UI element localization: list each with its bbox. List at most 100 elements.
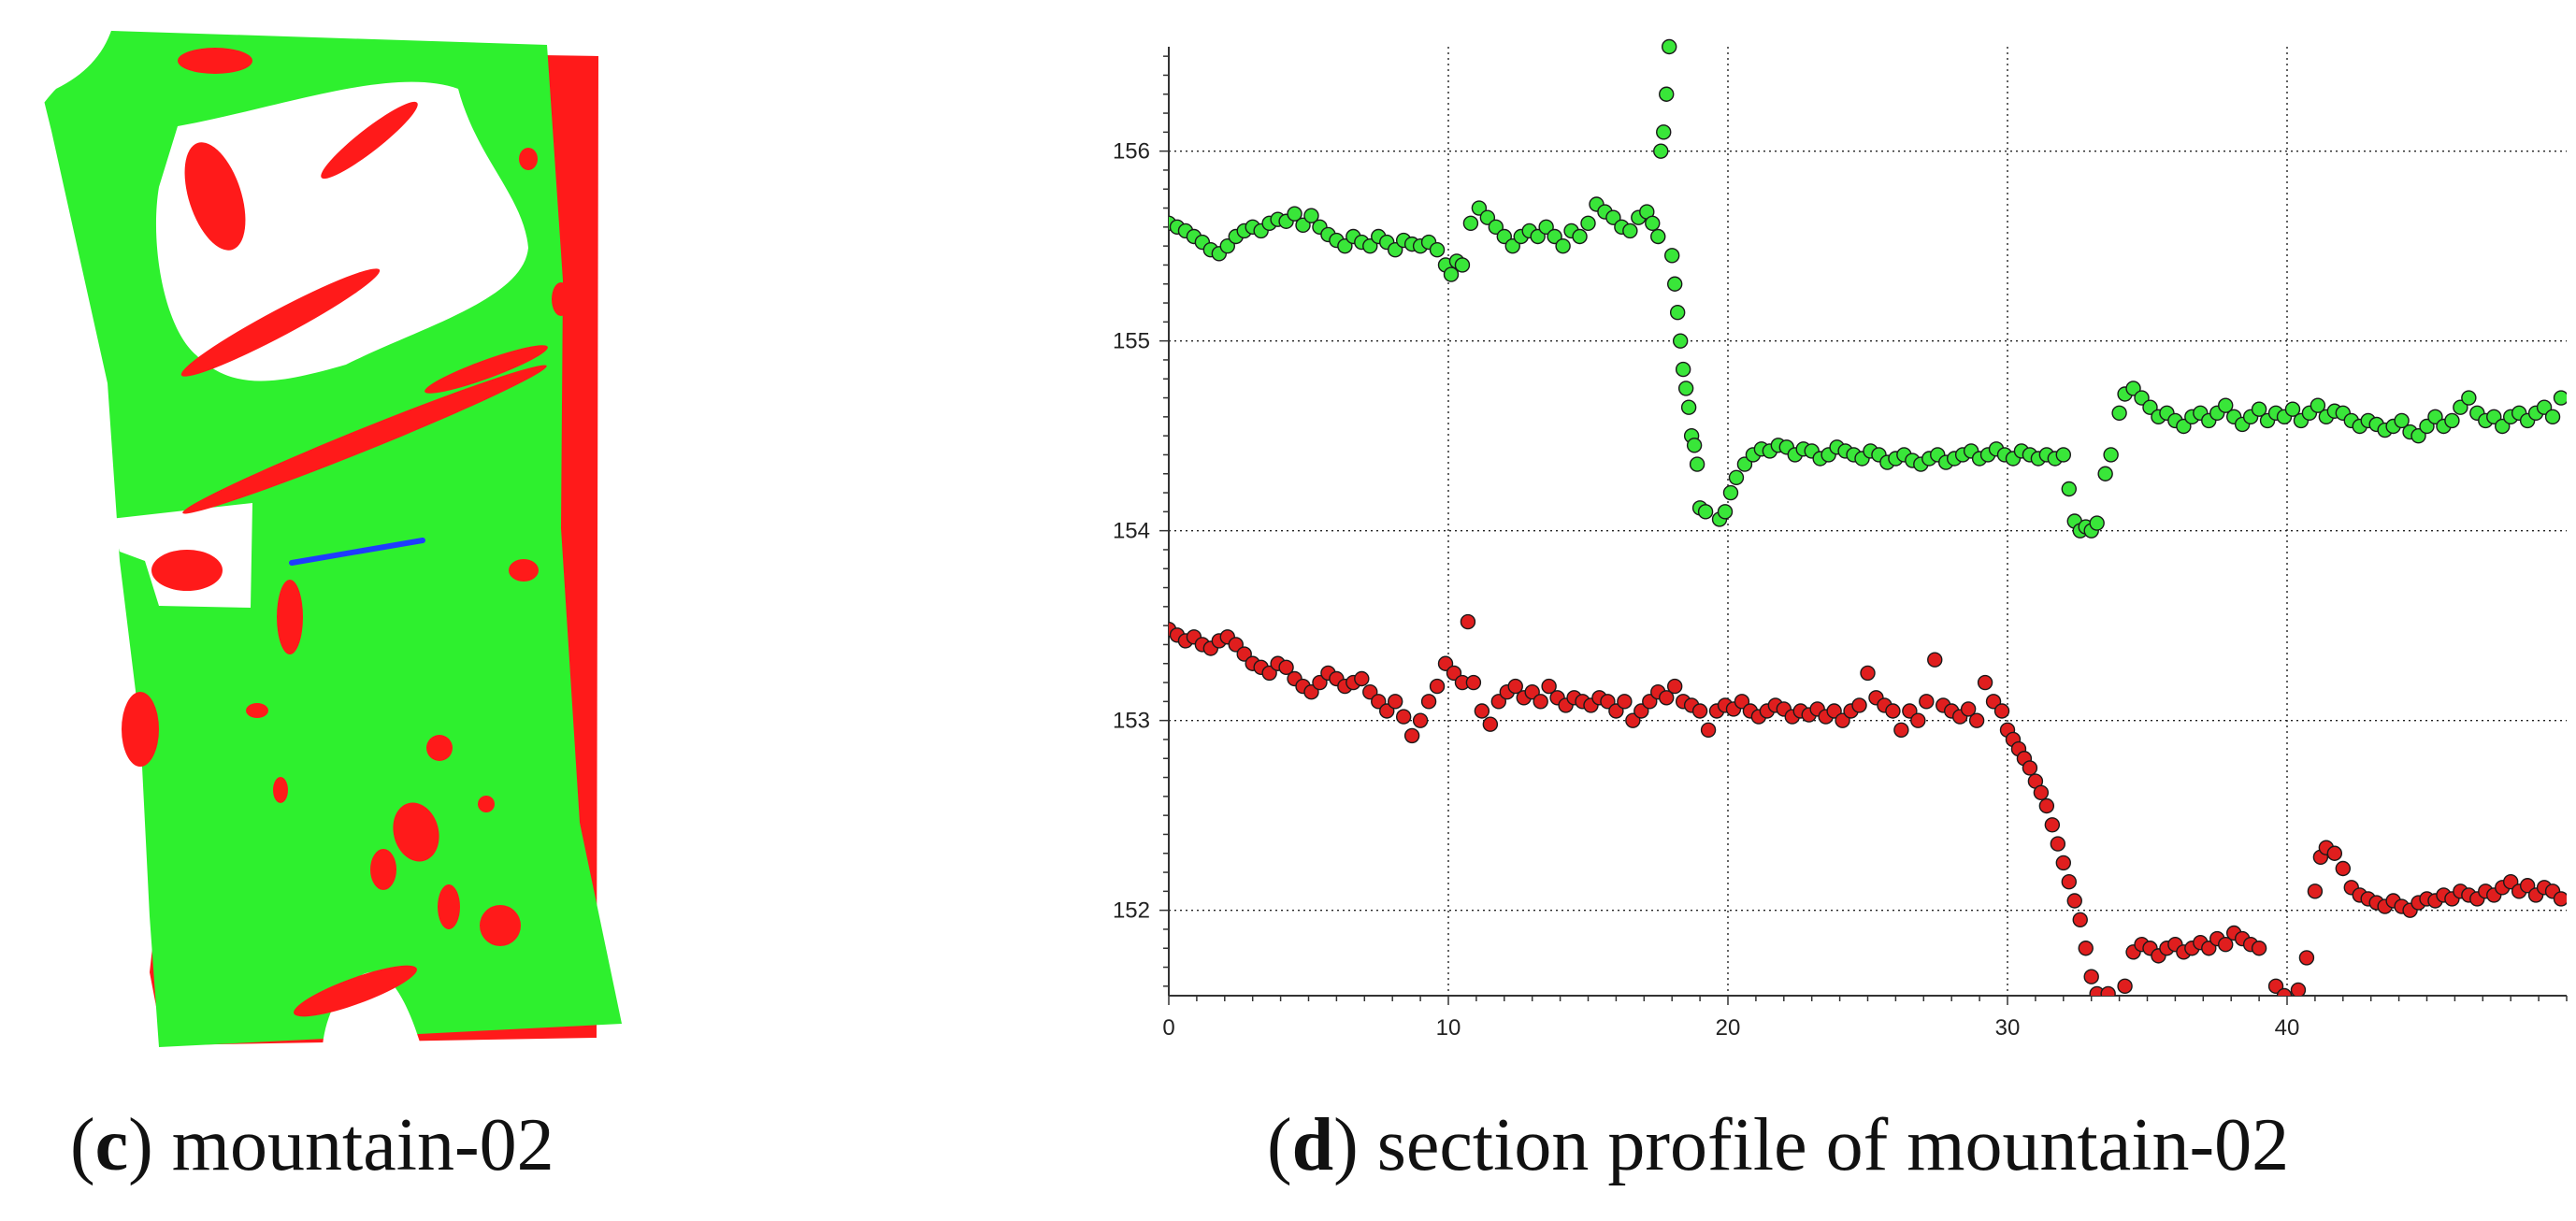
data-point xyxy=(2502,874,2519,890)
data-point xyxy=(2218,936,2234,953)
data-point xyxy=(1454,257,1471,273)
data-point xyxy=(1219,237,1235,254)
data-point xyxy=(1379,703,1395,719)
data-point xyxy=(2125,381,2141,396)
data-point xyxy=(2307,883,2324,899)
caption-d-letter: d xyxy=(1291,1104,1334,1186)
data-point xyxy=(1633,703,1649,719)
data-point xyxy=(2326,845,2343,861)
caption-c-letter: c xyxy=(94,1104,129,1186)
data-point xyxy=(1642,694,1658,710)
data-point xyxy=(1700,722,1717,738)
data-point xyxy=(2251,941,2267,956)
data-point xyxy=(2050,836,2066,852)
section-profile-chart: 0 10 20 30 40 152 153 154 155 156 xyxy=(1113,38,2568,1041)
data-point xyxy=(1530,228,1546,245)
data-point xyxy=(1860,665,1876,682)
data-point xyxy=(1659,86,1675,102)
data-point xyxy=(1488,219,1504,236)
data-point xyxy=(1893,722,1909,738)
data-point xyxy=(1287,206,1302,222)
y-tick-label: 156 xyxy=(1113,139,1150,165)
data-point xyxy=(1686,438,1703,453)
data-point xyxy=(2394,412,2410,429)
data-point xyxy=(1717,504,1734,520)
data-point xyxy=(1295,217,1311,234)
data-point xyxy=(1236,646,1252,662)
y-tick-label: 155 xyxy=(1113,329,1150,354)
data-point xyxy=(2100,985,2116,996)
data-point xyxy=(1680,399,1697,415)
x-tick-label: 40 xyxy=(2275,1015,2300,1041)
data-point xyxy=(2111,405,2127,421)
x-tick-label: 10 xyxy=(1436,1015,1461,1041)
data-point xyxy=(1371,694,1387,710)
data-point xyxy=(2461,390,2477,406)
data-point xyxy=(2117,978,2133,995)
data-point xyxy=(1362,237,1378,254)
section-profile-panel: 0 10 20 30 40 152 153 154 155 156 xyxy=(1075,0,2576,1075)
data-point xyxy=(2310,397,2326,413)
y-tick-label: 152 xyxy=(1113,898,1150,924)
data-point xyxy=(1261,665,1277,682)
data-point xyxy=(2290,982,2307,996)
caption-c-text: mountain-02 xyxy=(171,1104,554,1186)
data-point xyxy=(2276,987,2293,996)
void-upper xyxy=(155,81,529,381)
data-point xyxy=(1482,716,1499,732)
data-point xyxy=(2055,855,2072,871)
data-point xyxy=(1303,208,1319,223)
data-point xyxy=(2134,390,2150,406)
x-tick-label: 20 xyxy=(1716,1015,1741,1041)
data-point xyxy=(2519,878,2536,894)
section-line xyxy=(289,538,425,566)
data-point xyxy=(1437,655,1454,671)
data-point xyxy=(1362,684,1378,700)
data-point xyxy=(1303,684,1319,700)
data-point xyxy=(1672,333,1689,349)
data-point xyxy=(2044,817,2061,833)
data-point xyxy=(1429,678,1446,695)
data-point xyxy=(1420,694,1437,710)
data-point xyxy=(1650,228,1666,245)
data-point xyxy=(1474,703,1490,719)
data-point xyxy=(2103,447,2119,463)
data-point xyxy=(1617,694,1633,710)
data-point xyxy=(1734,694,1750,710)
data-point xyxy=(1697,504,1714,520)
data-point xyxy=(1645,215,1661,231)
data-point xyxy=(2251,401,2267,417)
data-point xyxy=(2411,427,2426,444)
point-cloud-map xyxy=(23,28,622,1047)
series-red xyxy=(1169,613,2567,996)
data-point xyxy=(1902,703,1918,719)
tick-labels: 0 10 20 30 40 152 153 154 155 156 xyxy=(1113,139,2299,1041)
data-point xyxy=(1337,237,1353,254)
data-point xyxy=(2078,941,2094,956)
data-point xyxy=(2022,760,2038,776)
data-point xyxy=(1608,703,1624,719)
data-point xyxy=(1605,209,1621,225)
data-point xyxy=(2284,401,2301,417)
data-point xyxy=(1653,143,1669,159)
data-point xyxy=(1580,215,1596,231)
data-point xyxy=(1446,665,1462,682)
data-point xyxy=(2055,447,2072,463)
data-point xyxy=(1524,684,1540,700)
void-top-left xyxy=(23,28,112,113)
data-point xyxy=(1728,469,1745,486)
data-point xyxy=(2176,418,2192,435)
data-point xyxy=(2061,874,2077,890)
x-tick-label: 0 xyxy=(1162,1015,1174,1041)
data-point xyxy=(1395,709,1412,725)
data-point xyxy=(2495,418,2511,435)
data-point xyxy=(1462,215,1479,231)
data-point xyxy=(1460,613,1476,630)
data-point xyxy=(1555,237,1571,254)
data-point xyxy=(1533,694,1548,710)
data-point xyxy=(1541,678,1557,695)
data-point xyxy=(1387,242,1403,258)
x-tick-label: 30 xyxy=(1995,1015,2021,1041)
caption-c: (c) mountain-02 xyxy=(70,1104,554,1186)
data-point xyxy=(1479,209,1496,225)
